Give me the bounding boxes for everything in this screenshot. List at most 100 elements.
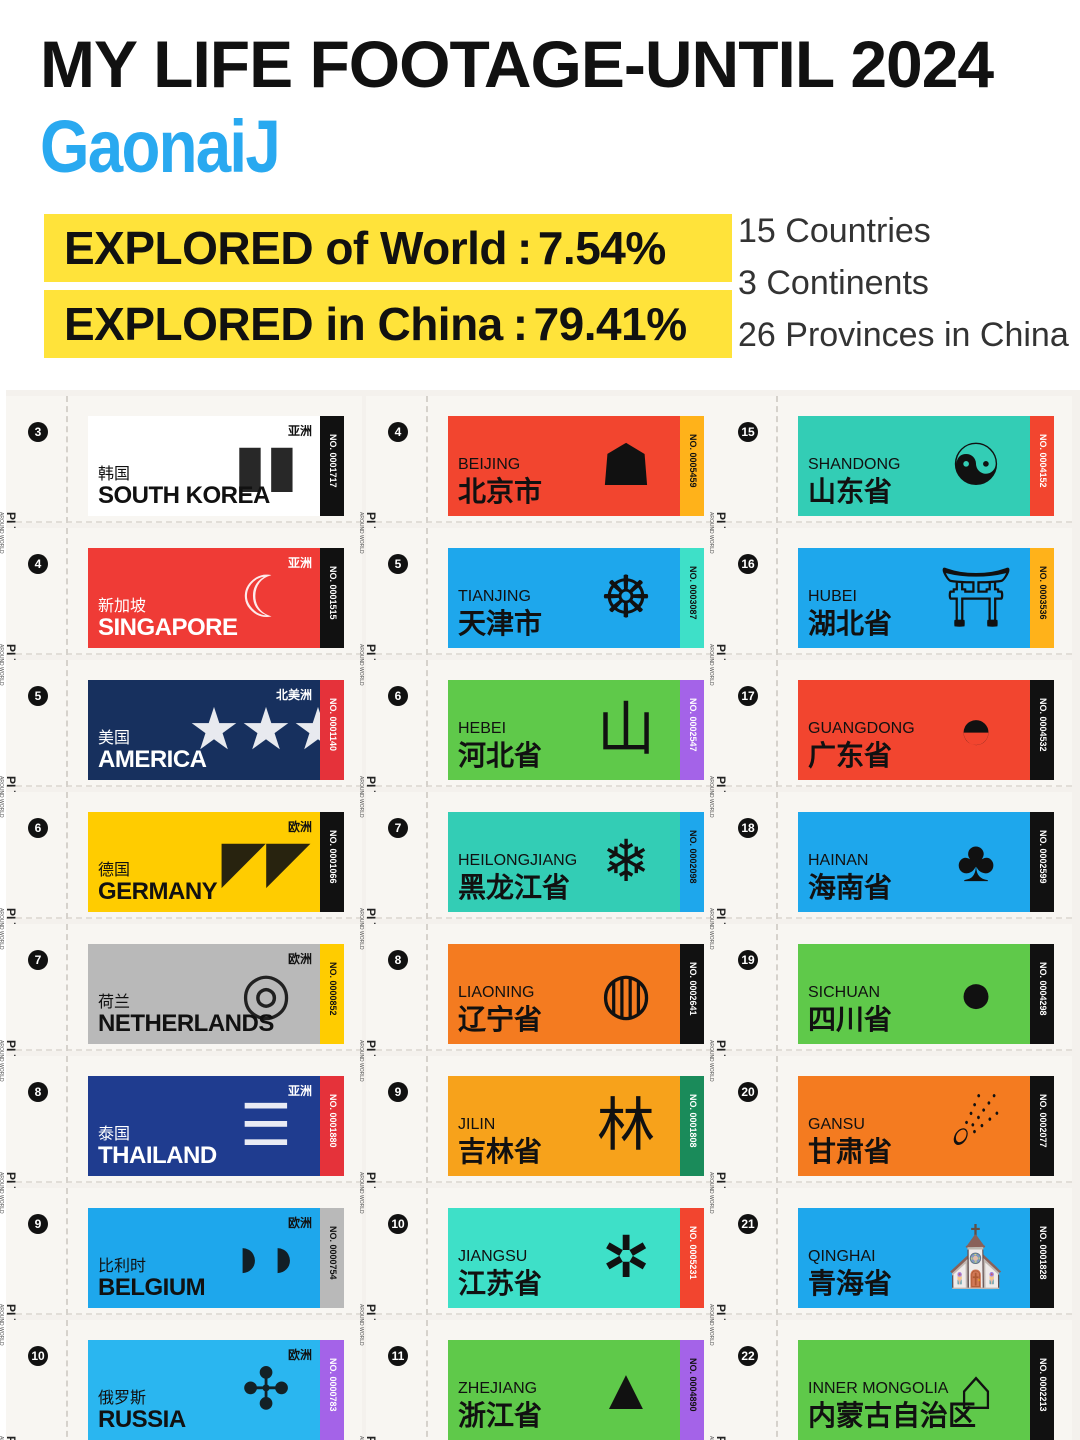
stub-number: 10 [388, 1214, 408, 1234]
province-emblem-icon: ⛩ [939, 565, 1013, 630]
provinces-count: 26 Provinces in China [738, 316, 1069, 354]
ticket-number: NO. 0003087 [688, 566, 698, 620]
stub-brand-label: PI TRAVEL [4, 1436, 18, 1440]
province-name-cn: 广东省 [808, 740, 893, 771]
ticket-stub: 22 PI TRAVELAROUND WORLD [708, 1320, 778, 1440]
province-name-en: SICHUAN [808, 984, 881, 1001]
province-name-en: GANSU [808, 1116, 865, 1133]
province-name-en: ZHEJIANG [458, 1380, 538, 1397]
province-name-cn: 湖北省 [808, 608, 893, 639]
stub-number: 7 [388, 818, 408, 838]
stub-number: 9 [388, 1082, 408, 1102]
ticket-number-strip: NO. 0002641 [680, 944, 704, 1044]
continent-label: 欧洲 [287, 1216, 312, 1230]
stub-brand: PI TRAVELAROUND WORLD [358, 1436, 378, 1440]
province-name-en: JIANGSU [458, 1248, 528, 1265]
ticket-number-strip: NO. 0002213 [1030, 1340, 1054, 1440]
continents-count: 3 Continents [738, 264, 929, 302]
stub-number: 4 [28, 554, 48, 574]
travel-ticket[interactable]: 4PI TRAVELAROUND WORLD BEIJING ☗ 北京市 NO. 000… [358, 396, 722, 574]
stub-brand-sub: AROUND WORLD [708, 1436, 714, 1440]
ticket-stub: 9PI TRAVELAROUND WORLD [358, 1056, 428, 1234]
travel-ticket[interactable]: 7PI TRAVELAROUND WORLD HEILONGJIANG ❄ 黑龙江省 N… [358, 792, 722, 970]
ticket-stub: 3PI TRAVELAROUND WORLD [0, 396, 68, 574]
country-emblem-icon: ◤◤ [221, 829, 311, 894]
ticket-number: NO. 0002641 [688, 962, 698, 1016]
ticket-number: NO. 0005459 [688, 434, 698, 488]
travel-ticket[interactable]: 8PI TRAVELAROUND WORLD LIAONING ◍ 辽宁省 NO. 00… [358, 924, 722, 1102]
ticket-number-strip: NO. 0001880 [320, 1076, 344, 1176]
province-name-cn: 甘肃省 [808, 1136, 893, 1167]
continent-label: 亚洲 [287, 1084, 312, 1098]
country-name-cn: 美国 [98, 730, 131, 747]
province-emblem-icon: ✲ [601, 1225, 651, 1290]
ticket-card: QINGHAI ⛪ 青海省 NO. 0001828 [798, 1208, 1054, 1308]
ticket-number-strip: NO. 0001140 [320, 680, 344, 780]
stub-number: 21 [738, 1214, 758, 1234]
province-emblem-icon: ☄ [950, 1093, 1002, 1158]
continent-label: 亚洲 [287, 556, 312, 570]
stub-number: 6 [28, 818, 48, 838]
ticket-number-strip: NO. 0000783 [320, 1340, 344, 1440]
travel-ticket[interactable]: 22 PI TRAVELAROUND WORLD INNER MONGOLIA ⌂内蒙… [708, 1320, 1072, 1440]
ticket-number-strip: NO. 0005231 [680, 1208, 704, 1308]
ticket-number: NO. 0001140 [328, 698, 338, 752]
stub-number: 17 [738, 686, 758, 706]
ticket-card: 亚洲 韩国 ▮▮ SOUTH KOREA NO. 0001717 [88, 416, 344, 516]
country-emblem-icon: ✣ [241, 1357, 291, 1422]
travel-ticket[interactable]: 9PI TRAVELAROUND WORLD欧洲比利时◗◗BELGIUMNO. … [0, 1188, 362, 1366]
country-name-cn: 荷兰 [98, 994, 131, 1011]
province-emblem-icon: ⌂ [958, 1357, 994, 1422]
country-name-cn: 新加坡 [98, 598, 147, 615]
province-name-en: SHANDONG [808, 456, 901, 473]
province-emblem-icon: ☸ [600, 565, 652, 630]
province-emblem-icon: ❄ [601, 829, 651, 894]
province-name-cn: 江苏省 [458, 1268, 543, 1299]
stat-label: EXPLORED of World [64, 222, 508, 274]
province-emblem-icon: 林 [596, 1093, 655, 1158]
travel-ticket[interactable]: 5PI TRAVELAROUND WORLD TIANJING ☸ 天津市 NO. 00… [358, 528, 722, 706]
ticket-card: INNER MONGOLIA ⌂ 内蒙古自治区 NO. 0002213 [798, 1340, 1054, 1440]
stub-number: 9 [28, 1214, 48, 1234]
continent-label: 亚洲 [287, 424, 312, 438]
ticket-stub: 7PI TRAVELAROUND WORLD [0, 924, 68, 1102]
ticket-stub: 8PI TRAVELAROUND WORLD [358, 924, 428, 1102]
province-emblem-icon: ♣ [956, 829, 996, 894]
province-emblem-icon: ☗ [600, 433, 652, 498]
province-name-cn: 河北省 [458, 740, 543, 771]
stub-number: 10 [28, 1346, 48, 1366]
ticket-number-strip: NO. 0002098 [680, 812, 704, 912]
ticket-card: SHANDONG ☯ 山东省 NO. 0004152 [798, 416, 1054, 516]
ticket-stub: 11 PI TRAVELAROUND WORLD [358, 1320, 428, 1440]
ticket-number: NO. 0004890 [688, 1358, 698, 1412]
ticket-number-strip: NO. 0001066 [320, 812, 344, 912]
country-name-en: NETHERLANDS [98, 1010, 274, 1037]
ticket-number-strip: NO. 0004298 [1030, 944, 1054, 1044]
ticket-number-strip: NO. 0001515 [320, 548, 344, 648]
ticket-number: NO. 0004152 [1038, 434, 1048, 488]
ticket-number: NO. 0004532 [1038, 698, 1048, 752]
stub-brand-label: PI TRAVEL [714, 1436, 728, 1440]
ticket-stub: 8PI TRAVELAROUND WORLD [0, 1056, 68, 1234]
